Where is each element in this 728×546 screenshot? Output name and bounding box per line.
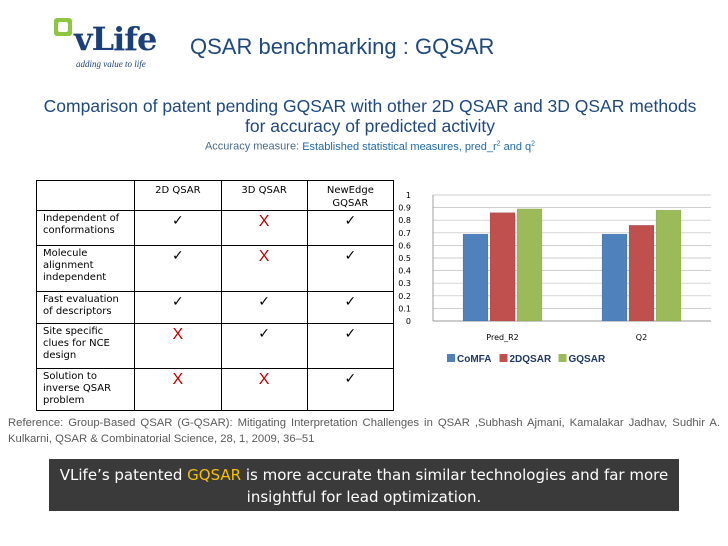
y-tick-label: 0.7 xyxy=(398,229,411,238)
mark-cell: X xyxy=(134,323,222,369)
check-mark-icon: ✓ xyxy=(172,213,184,229)
row-label: Solution to inverse QSAR problem xyxy=(35,368,136,411)
table-header-cell: 2D QSAR xyxy=(134,180,222,211)
legend-swatch xyxy=(499,354,508,362)
banner-highlight: GQSAR xyxy=(187,466,242,484)
mark-cell: ✓ xyxy=(134,291,222,324)
mark-cell: X xyxy=(220,210,308,246)
check-mark-icon: ✓ xyxy=(172,248,184,264)
vlife-square-icon xyxy=(54,18,72,36)
legend-swatch xyxy=(447,354,455,362)
mark-cell: X xyxy=(220,368,308,411)
check-mark-icon: ✓ xyxy=(344,248,357,264)
legend-label: GQSAR xyxy=(569,354,606,365)
y-tick-label: 0.2 xyxy=(398,292,411,301)
cross-mark-icon: X xyxy=(258,371,270,388)
logo-text: vLife xyxy=(74,20,157,58)
check-mark-icon: ✓ xyxy=(258,294,270,310)
table-row: Independent of conformations ✓ X ✓ xyxy=(35,210,395,246)
bar-2dqsar-pred_r2 xyxy=(489,212,516,322)
x-tick-label: Pred_R2 xyxy=(486,333,518,342)
summary-banner: VLife’s patented GQSAR is more accurate … xyxy=(49,459,679,511)
accuracy-measure: Accuracy measure: Established statistica… xyxy=(40,140,700,153)
accuracy-prefix: Accuracy measure: xyxy=(204,140,300,153)
check-mark-icon: ✓ xyxy=(344,213,357,229)
cross-mark-icon: X xyxy=(172,371,184,388)
bar-2dqsar-q2 xyxy=(628,224,655,322)
table-header-cell: 3D QSAR xyxy=(220,180,308,211)
logo-tagline: adding value to life xyxy=(76,59,146,69)
table-row: Fast evaluation of descriptors ✓ ✓ ✓ xyxy=(35,291,395,324)
table-row: Solution to inverse QSAR problem X X ✓ xyxy=(35,368,395,411)
mark-cell: ✓ xyxy=(306,245,395,292)
y-tick-label: 0.4 xyxy=(398,267,411,276)
mark-cell: ✓ xyxy=(134,210,222,246)
table-row: Molecule alignment independent ✓ X ✓ xyxy=(35,245,395,292)
y-tick-label: 0.9 xyxy=(398,204,411,213)
accuracy-bar-chart: 0 0.1 0.2 0.3 0.4 0.5 0.6 0.7 0.8 0.9 1 Pred_R2 Q2 Co… xyxy=(398,191,711,365)
subtitle: Comparison of patent pending GQSAR with … xyxy=(43,96,697,136)
bar-gqsar-pred_r2 xyxy=(516,208,543,322)
cross-mark-icon: X xyxy=(258,248,270,265)
check-mark-icon: ✓ xyxy=(344,371,357,387)
x-tick-label: Q2 xyxy=(636,333,647,342)
mark-cell: ✓ xyxy=(220,291,308,324)
mark-cell: ✓ xyxy=(134,245,222,292)
row-label: Fast evaluation of descriptors xyxy=(35,291,136,324)
banner-pre: VLife’s patented xyxy=(59,466,188,484)
accuracy-highlight: Established statistical measures, pred_r… xyxy=(302,140,536,153)
mark-cell: ✓ xyxy=(306,210,395,246)
reference-text: Reference: Group-Based QSAR (G-QSAR): Mi… xyxy=(8,417,720,445)
mark-cell: ✓ xyxy=(306,323,395,369)
cross-mark-icon: X xyxy=(258,213,270,230)
vlife-logo: vLife adding value to life xyxy=(54,16,170,72)
table-row: Site specific clues for NCE design X ✓ ✓ xyxy=(35,323,395,369)
legend-label: 2DQSAR xyxy=(510,354,552,365)
y-tick-label: 0.5 xyxy=(398,254,411,263)
y-tick-label: 0.6 xyxy=(398,241,411,250)
bar-comfa-pred_r2 xyxy=(462,233,489,322)
legend-label: CoMFA xyxy=(457,354,491,365)
comparison-table: 2D QSAR 3D QSAR NewEdge GQSAR Independen… xyxy=(35,180,395,411)
mark-cell: ✓ xyxy=(220,323,308,369)
check-mark-icon: ✓ xyxy=(258,326,270,342)
check-mark-icon: ✓ xyxy=(344,294,357,310)
check-mark-icon: ✓ xyxy=(344,326,357,342)
mark-cell: ✓ xyxy=(306,291,395,324)
table-header-cell xyxy=(35,180,136,211)
cross-mark-icon: X xyxy=(172,326,184,343)
bar-comfa-q2 xyxy=(601,233,628,322)
check-mark-icon: ✓ xyxy=(172,294,184,310)
row-label: Independent of conformations xyxy=(35,210,136,246)
table-header-cell: NewEdge GQSAR xyxy=(306,180,395,211)
page-title: QSAR benchmarking : GQSAR xyxy=(190,34,495,59)
y-tick-label: 1 xyxy=(406,191,411,200)
y-tick-label: 0.3 xyxy=(398,279,411,288)
table-header-row: 2D QSAR 3D QSAR NewEdge GQSAR xyxy=(35,180,395,211)
mark-cell: ✓ xyxy=(306,368,395,411)
banner-post: is more accurate than similar technologi… xyxy=(241,466,669,506)
y-tick-label: 0.1 xyxy=(398,304,411,313)
y-tick-label: 0 xyxy=(406,317,411,326)
bar-gqsar-q2 xyxy=(655,209,682,322)
row-label: Molecule alignment independent xyxy=(35,245,136,292)
legend-swatch xyxy=(558,354,567,362)
row-label: Site specific clues for NCE design xyxy=(35,323,136,369)
mark-cell: X xyxy=(134,368,222,411)
mark-cell: X xyxy=(220,245,308,292)
y-tick-label: 0.8 xyxy=(398,216,411,225)
